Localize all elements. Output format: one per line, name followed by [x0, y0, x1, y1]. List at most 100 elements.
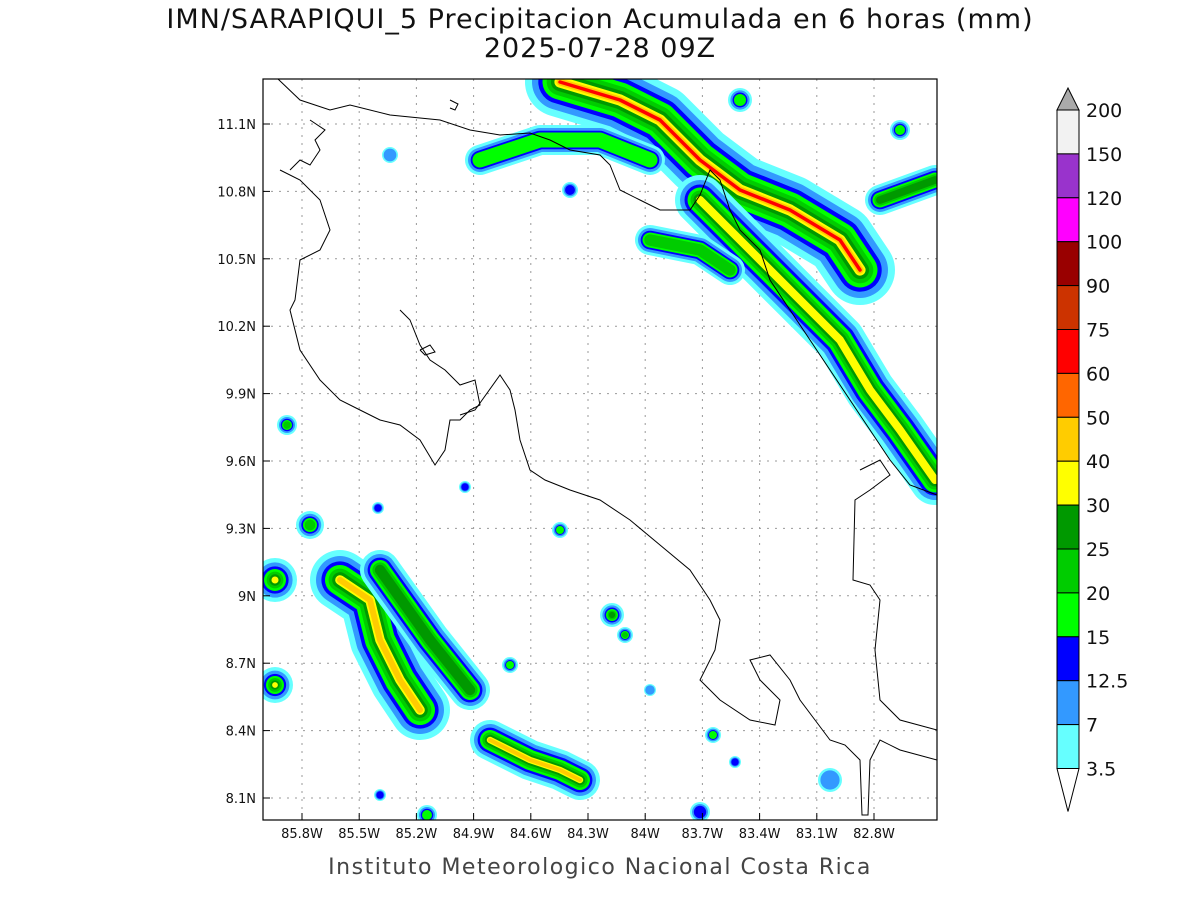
colorbar-label: 150	[1086, 144, 1122, 166]
precip-contour	[696, 196, 937, 484]
precip-cell	[461, 483, 469, 491]
lon-tick-label: 84.6W	[510, 827, 552, 842]
precip-cell	[709, 731, 717, 739]
colorbar-segment	[1056, 241, 1080, 287]
lat-tick-label: 8.4N	[226, 725, 256, 740]
lon-tick-label: 85.2W	[395, 827, 437, 842]
colorbar-label: 100	[1086, 232, 1122, 254]
coastline-segment	[289, 119, 326, 171]
gridlines	[263, 79, 937, 820]
lat-tick-label: 10.5N	[217, 253, 256, 268]
precip-cell	[272, 682, 278, 688]
precip-cell	[422, 810, 432, 820]
precip-cell	[383, 148, 397, 162]
colorbar-over-triangle	[1056, 86, 1080, 111]
precip-cell	[895, 125, 905, 135]
colorbar-segment	[1056, 285, 1080, 331]
colorbar-segment	[1056, 636, 1080, 682]
coastline-segment	[459, 374, 937, 816]
precip-cell	[734, 94, 746, 106]
lon-tick-label: 84.3W	[567, 827, 609, 842]
coastline-segment	[852, 459, 937, 731]
precip-contour	[337, 577, 423, 713]
lat-tick-label: 10.8N	[217, 185, 256, 200]
precip-contour	[472, 132, 658, 168]
chart-datetime: 2025-07-28 09Z	[483, 33, 717, 64]
lat-tick-label: 10.2N	[217, 320, 256, 335]
colorbar-label: 7	[1086, 715, 1098, 737]
precip-cell	[565, 185, 575, 195]
coastlines-borders	[277, 79, 937, 816]
lat-tick-label: 9.9N	[226, 388, 256, 403]
precip-contour	[374, 564, 476, 696]
lat-tick-label: 8.7N	[226, 657, 256, 672]
precip-contour	[488, 738, 582, 782]
lat-tick-label: 9.3N	[226, 522, 256, 537]
colorbar-segment	[1056, 548, 1080, 594]
colorbar-segment	[1056, 153, 1080, 199]
colorbar-label: 12.5	[1086, 671, 1128, 693]
colorbar-segment	[1056, 724, 1080, 769]
coastline-segment	[569, 149, 937, 496]
colorbar-label: 60	[1086, 363, 1110, 385]
precip-cell	[731, 758, 739, 766]
precip-cell	[556, 526, 564, 534]
lon-tick-label: 84W	[630, 827, 660, 842]
lat-tick-label: 9.6N	[226, 455, 256, 470]
colorbar-segment	[1056, 416, 1080, 462]
precip-cell	[283, 421, 291, 429]
colorbar-segment	[1056, 504, 1080, 550]
lon-tick-label: 82.8W	[853, 827, 895, 842]
lat-tick-label: 9N	[238, 590, 256, 605]
coastline-segment	[449, 99, 459, 111]
colorbar-label: 3.5	[1086, 759, 1116, 781]
map-frame	[262, 78, 938, 821]
colorbar-label: 40	[1086, 451, 1110, 473]
precip-cell	[506, 661, 514, 669]
coastline-segment	[277, 79, 571, 151]
colorbar-segment	[1056, 592, 1080, 638]
colorbar: 200 150 120 100 90 75 60 50 40 30 25 20 15 12.5 7 3.5	[1056, 86, 1128, 812]
coastline-segment	[419, 344, 436, 356]
precip-cell	[271, 576, 279, 584]
lon-tick-label: 83.7W	[681, 827, 723, 842]
colorbar-segment	[1056, 680, 1080, 726]
colorbar-label: 30	[1086, 495, 1110, 517]
colorbar-label: 75	[1086, 320, 1110, 342]
coastline-segment	[279, 169, 481, 466]
precip-cell	[608, 611, 616, 619]
colorbar-segment	[1056, 460, 1080, 506]
colorbar-segment	[1056, 329, 1080, 374]
precipitation-field	[263, 79, 937, 820]
precip-cell	[374, 504, 382, 512]
colorbar-label: 25	[1086, 539, 1110, 561]
colorbar-label: 50	[1086, 407, 1110, 429]
precip-cell	[621, 631, 629, 639]
lat-tick-label: 8.1N	[226, 792, 256, 807]
precip-cell	[645, 685, 655, 695]
colorbar-under-triangle	[1056, 768, 1080, 812]
precip-cell	[304, 519, 316, 531]
colorbar-label: 120	[1086, 188, 1122, 210]
colorbar-segment	[1056, 109, 1080, 155]
colorbar-label: 15	[1086, 627, 1110, 649]
lat-tick-label: 11.1N	[217, 118, 256, 133]
precip-contour	[644, 234, 736, 276]
precip-contour	[876, 176, 937, 204]
lon-tick-label: 84.9W	[453, 827, 495, 842]
precip-cell	[376, 791, 384, 799]
precip-cell	[820, 770, 840, 790]
colorbar-label: 20	[1086, 583, 1110, 605]
footer-credit: Instituto Meteorologico Nacional Costa R…	[328, 855, 872, 880]
lon-tick-label: 85.8W	[281, 827, 323, 842]
precip-contour	[558, 80, 862, 272]
chart-title: IMN/SARAPIQUI_5 Precipitacion Acumulada …	[166, 4, 1034, 35]
precip-cell	[693, 805, 707, 819]
lon-tick-label: 85.5W	[338, 827, 380, 842]
colorbar-segment	[1056, 372, 1080, 418]
colorbar-label: 200	[1086, 100, 1122, 122]
lon-tick-label: 83.4W	[739, 827, 781, 842]
lon-tick-label: 83.1W	[796, 827, 838, 842]
colorbar-label: 90	[1086, 276, 1110, 298]
